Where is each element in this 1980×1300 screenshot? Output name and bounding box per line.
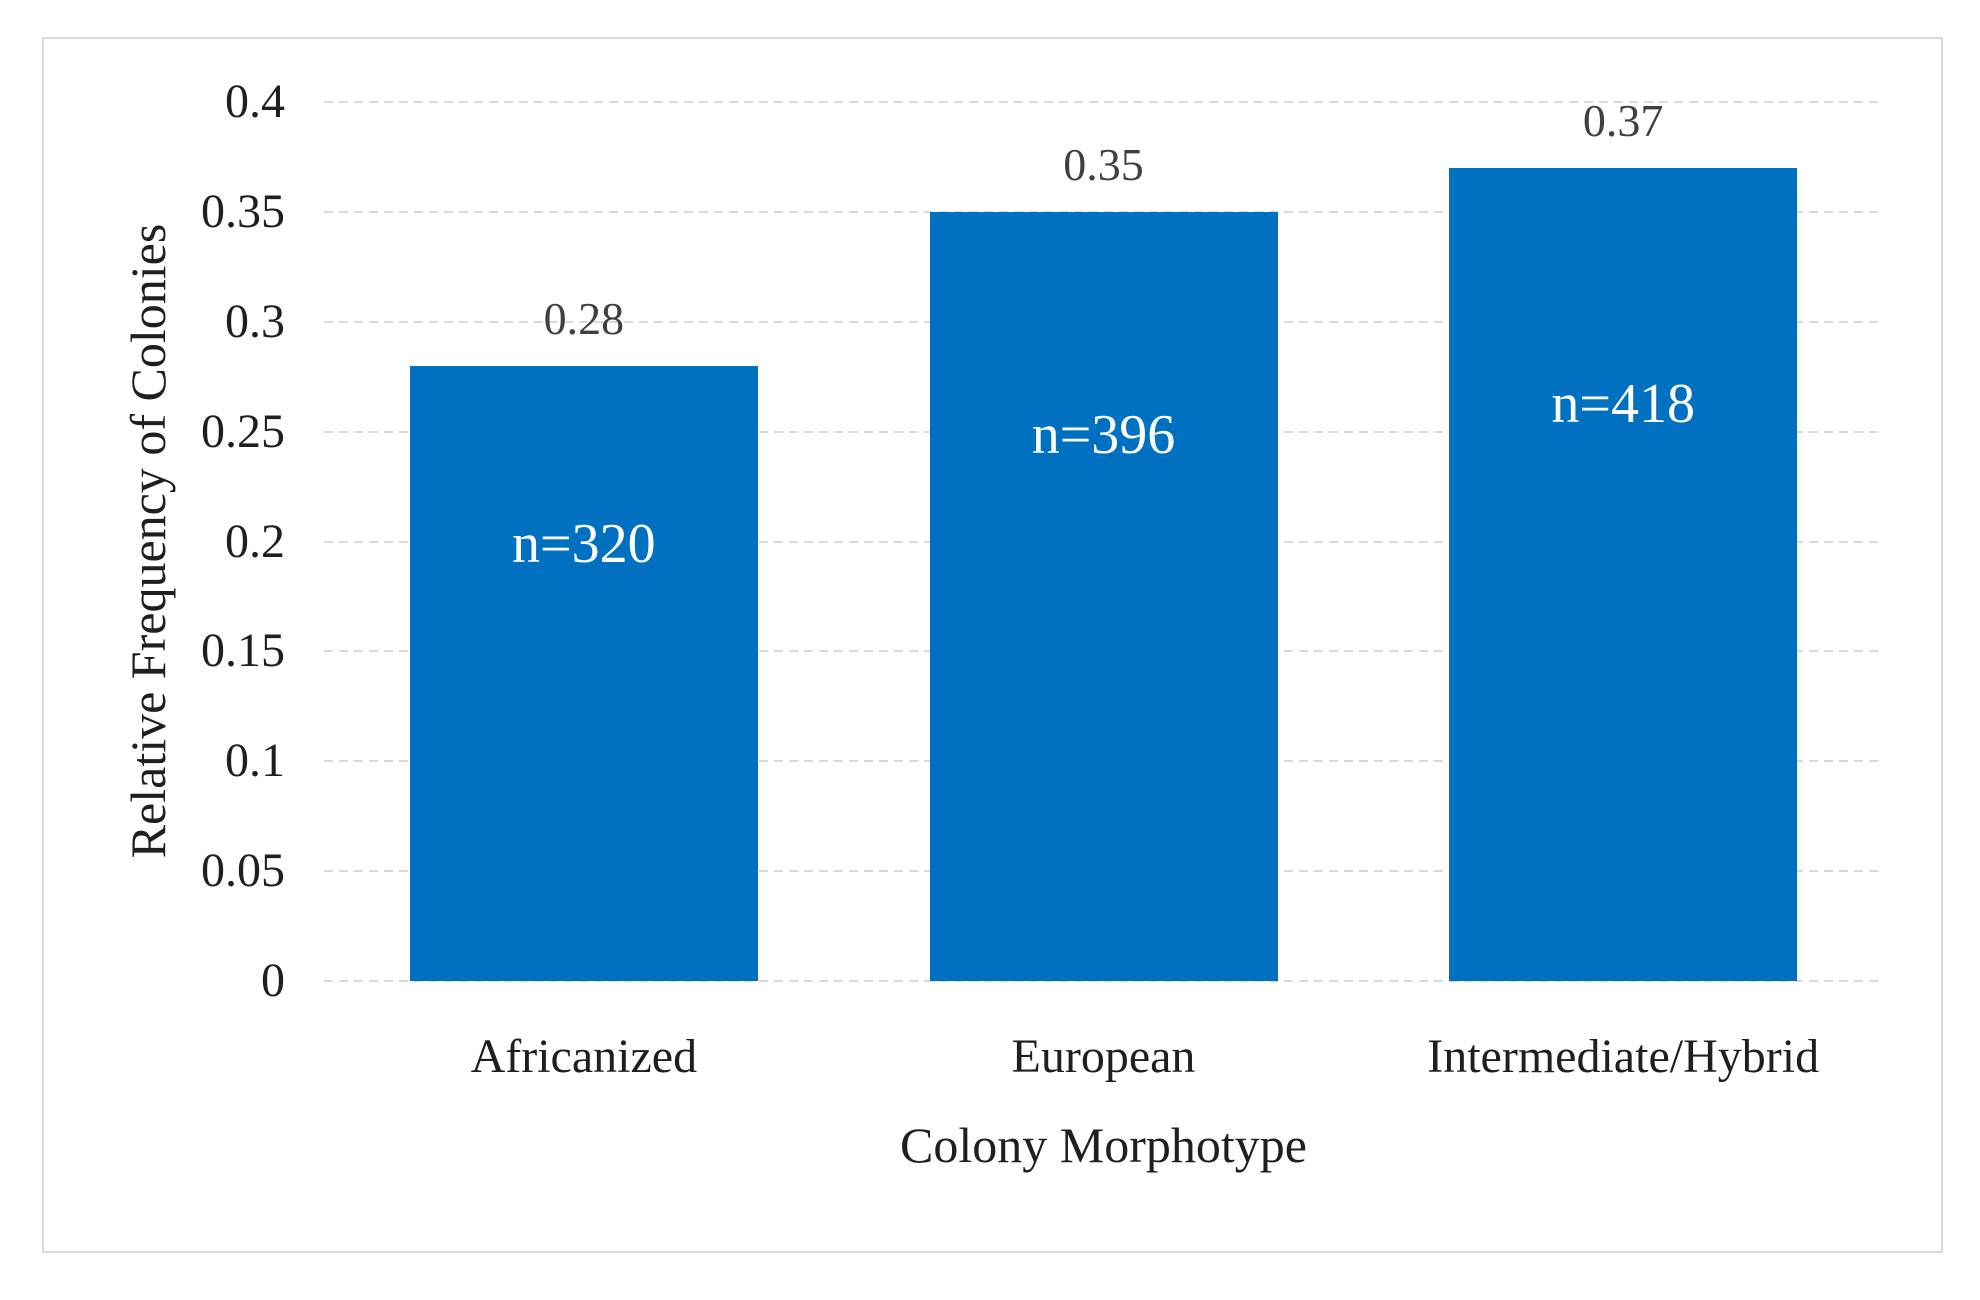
plot-area: n=320 0.28 n=396 0.35 n=418 0.37 [324, 97, 1883, 982]
gridline [324, 101, 1883, 103]
bar-inner-count-label: n=396 [1031, 403, 1176, 466]
y-axis-tick-label: 0 [261, 954, 285, 1007]
y-axis-tick-label: 0.2 [225, 514, 285, 568]
x-axis-category-label: Intermediate/Hybrid [1427, 1030, 1820, 1083]
bar: n=418 [1449, 167, 1798, 981]
y-axis-tick-label: 0.3 [225, 294, 285, 348]
y-axis-tick-label: 0.35 [201, 184, 285, 238]
y-axis-tick-label: 0.4 [225, 75, 285, 128]
y-axis-tick-label: 0.15 [201, 624, 285, 678]
bar-value-label: 0.28 [543, 292, 625, 344]
x-axis-category-label: Africanized [470, 1030, 698, 1083]
y-axis-tick-label: 0.1 [225, 734, 285, 788]
bar-value-label: 0.37 [1582, 94, 1664, 146]
bar-inner-count-label: n=418 [1551, 372, 1695, 435]
y-axis-tick-label: 0.25 [201, 404, 285, 458]
bar-value-label: 0.35 [1063, 138, 1144, 190]
bar: n=396 [929, 211, 1278, 981]
bar: n=320 [409, 365, 758, 981]
x-axis-category-label: European [1011, 1030, 1196, 1083]
x-axis-title: Colony Morphotype [900, 1117, 1307, 1173]
y-axis-tick-label: 0.05 [201, 844, 285, 898]
bar-inner-count-label: n=320 [512, 513, 656, 576]
gridline [324, 980, 1883, 982]
